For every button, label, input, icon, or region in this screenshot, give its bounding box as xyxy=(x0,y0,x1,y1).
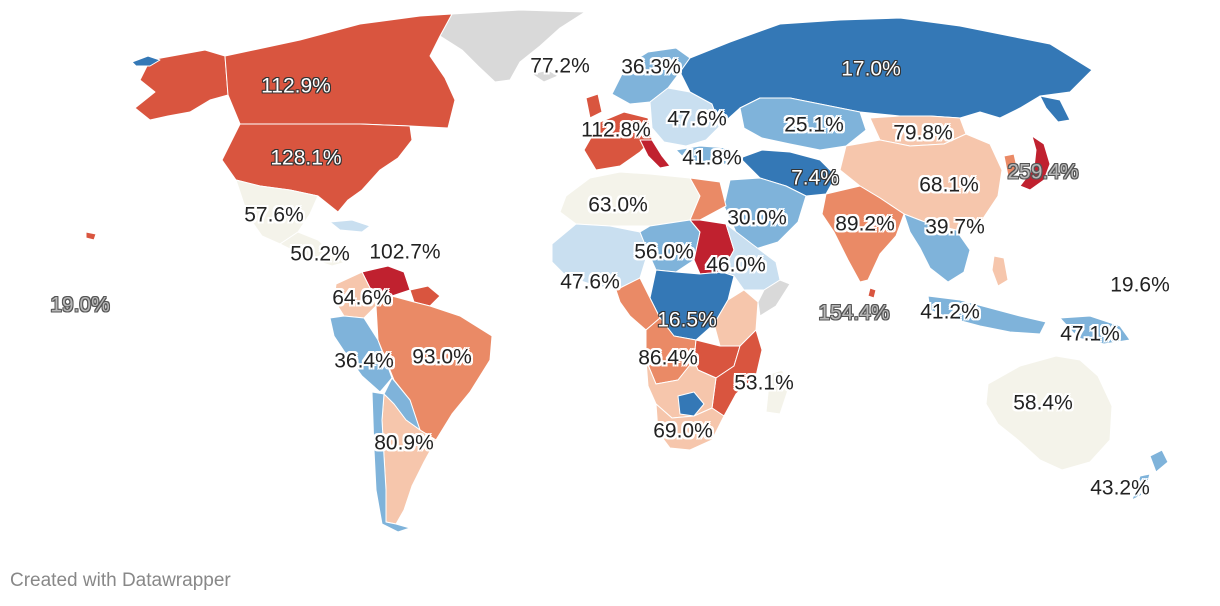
country-sri-lanka[interactable] xyxy=(867,287,877,299)
country-hawaii[interactable] xyxy=(85,231,97,241)
country-turkey[interactable] xyxy=(675,145,741,167)
country-russia[interactable] xyxy=(679,17,1093,127)
country-sahel[interactable] xyxy=(639,219,701,273)
country-japan[interactable] xyxy=(1019,135,1051,191)
country-north-africa[interactable] xyxy=(559,171,701,227)
country-russia-east[interactable] xyxy=(1039,95,1071,123)
datawrapper-credit[interactable]: Created with Datawrapper xyxy=(10,570,231,591)
country-south-africa[interactable] xyxy=(655,403,725,451)
country-alaska[interactable] xyxy=(134,49,229,121)
country-chile[interactable] xyxy=(371,391,411,533)
country-mexico[interactable] xyxy=(235,179,319,245)
country-italy[interactable] xyxy=(639,139,671,169)
country-east-africa[interactable] xyxy=(721,223,781,291)
country-west-africa[interactable] xyxy=(551,223,649,291)
country-australia[interactable] xyxy=(985,355,1113,471)
country-uk[interactable] xyxy=(585,93,603,119)
country-iceland[interactable] xyxy=(531,69,559,83)
country-central-america[interactable] xyxy=(279,231,347,267)
country-indonesia[interactable] xyxy=(927,295,1047,335)
country-aleutians[interactable] xyxy=(131,55,161,67)
country-southeast-asia[interactable] xyxy=(903,213,971,283)
country-caribbean[interactable] xyxy=(329,219,371,233)
country-central-asia[interactable] xyxy=(739,97,867,151)
country-peru[interactable] xyxy=(329,315,393,393)
country-greenland[interactable] xyxy=(439,9,586,83)
country-guianas[interactable] xyxy=(409,285,441,307)
country-india[interactable] xyxy=(821,185,905,283)
country-colombia[interactable] xyxy=(333,271,377,319)
country-eastern-europe[interactable] xyxy=(649,87,721,147)
country-canada[interactable] xyxy=(224,13,456,129)
country-papua[interactable] xyxy=(1059,315,1131,345)
country-philippines[interactable] xyxy=(991,255,1009,287)
country-zimbabwe[interactable] xyxy=(677,391,705,417)
country-madagascar[interactable] xyxy=(765,369,791,415)
country-arabia[interactable] xyxy=(723,177,807,251)
country-korea[interactable] xyxy=(1003,153,1019,177)
country-new-zealand[interactable] xyxy=(1131,449,1169,501)
